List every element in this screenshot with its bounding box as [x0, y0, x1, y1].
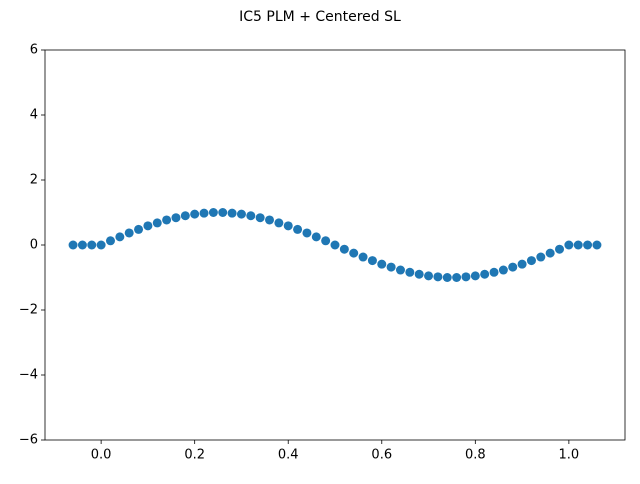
point — [405, 267, 415, 277]
point — [442, 273, 452, 282]
point — [87, 240, 97, 250]
point — [470, 271, 480, 281]
point — [208, 208, 218, 217]
point — [265, 215, 275, 225]
point — [171, 213, 181, 223]
y-tick-label: 4 — [30, 108, 38, 123]
x-tick-label: 1.0 — [559, 448, 580, 463]
point — [152, 218, 162, 228]
point — [218, 208, 228, 217]
point — [395, 265, 405, 275]
point — [68, 240, 78, 250]
point — [526, 256, 536, 266]
axes-frame — [44, 49, 626, 441]
point — [162, 215, 172, 225]
point — [489, 267, 499, 277]
point — [536, 252, 546, 262]
point — [134, 224, 144, 234]
point — [461, 272, 471, 282]
point — [433, 272, 443, 282]
point — [358, 252, 368, 262]
point — [452, 273, 462, 282]
y-tick-label: −4 — [19, 368, 38, 383]
point — [498, 265, 508, 275]
y-tick-label: −6 — [19, 433, 38, 448]
y-tick-label: −2 — [19, 303, 38, 318]
point — [190, 209, 200, 219]
point — [311, 232, 321, 242]
point — [583, 240, 593, 250]
point — [508, 262, 518, 272]
point — [349, 248, 359, 258]
x-tick-label: 0.8 — [465, 448, 486, 463]
x-tick-label: 0.2 — [184, 448, 205, 463]
point — [573, 240, 583, 250]
point — [386, 262, 396, 272]
y-tick-label: 2 — [30, 173, 38, 188]
point — [414, 269, 424, 279]
y-tick-label: 6 — [30, 43, 38, 58]
y-tick-label: 0 — [30, 238, 38, 253]
x-tick-label: 0.0 — [91, 448, 112, 463]
point — [330, 240, 340, 250]
point — [199, 208, 209, 218]
point — [274, 218, 284, 228]
point — [246, 211, 256, 221]
point — [321, 236, 331, 246]
point — [424, 271, 434, 281]
point — [592, 240, 602, 250]
point — [124, 228, 134, 238]
point — [255, 213, 265, 223]
point — [143, 221, 153, 231]
point — [115, 232, 125, 242]
point — [367, 256, 377, 266]
point — [283, 221, 293, 231]
point — [545, 248, 555, 258]
point — [564, 240, 574, 250]
point — [480, 269, 490, 279]
point — [293, 224, 303, 234]
point — [105, 236, 115, 246]
point — [555, 244, 565, 254]
point — [517, 259, 527, 269]
point — [339, 244, 349, 254]
x-tick-label: 0.6 — [371, 448, 392, 463]
point — [302, 228, 312, 238]
x-tick-label: 0.4 — [278, 448, 299, 463]
point — [77, 240, 87, 250]
point — [96, 240, 106, 250]
point — [180, 211, 190, 221]
chart-title: IC5 PLM + Centered SL — [239, 9, 401, 25]
point — [377, 259, 387, 269]
point — [236, 209, 246, 219]
point — [227, 208, 237, 218]
